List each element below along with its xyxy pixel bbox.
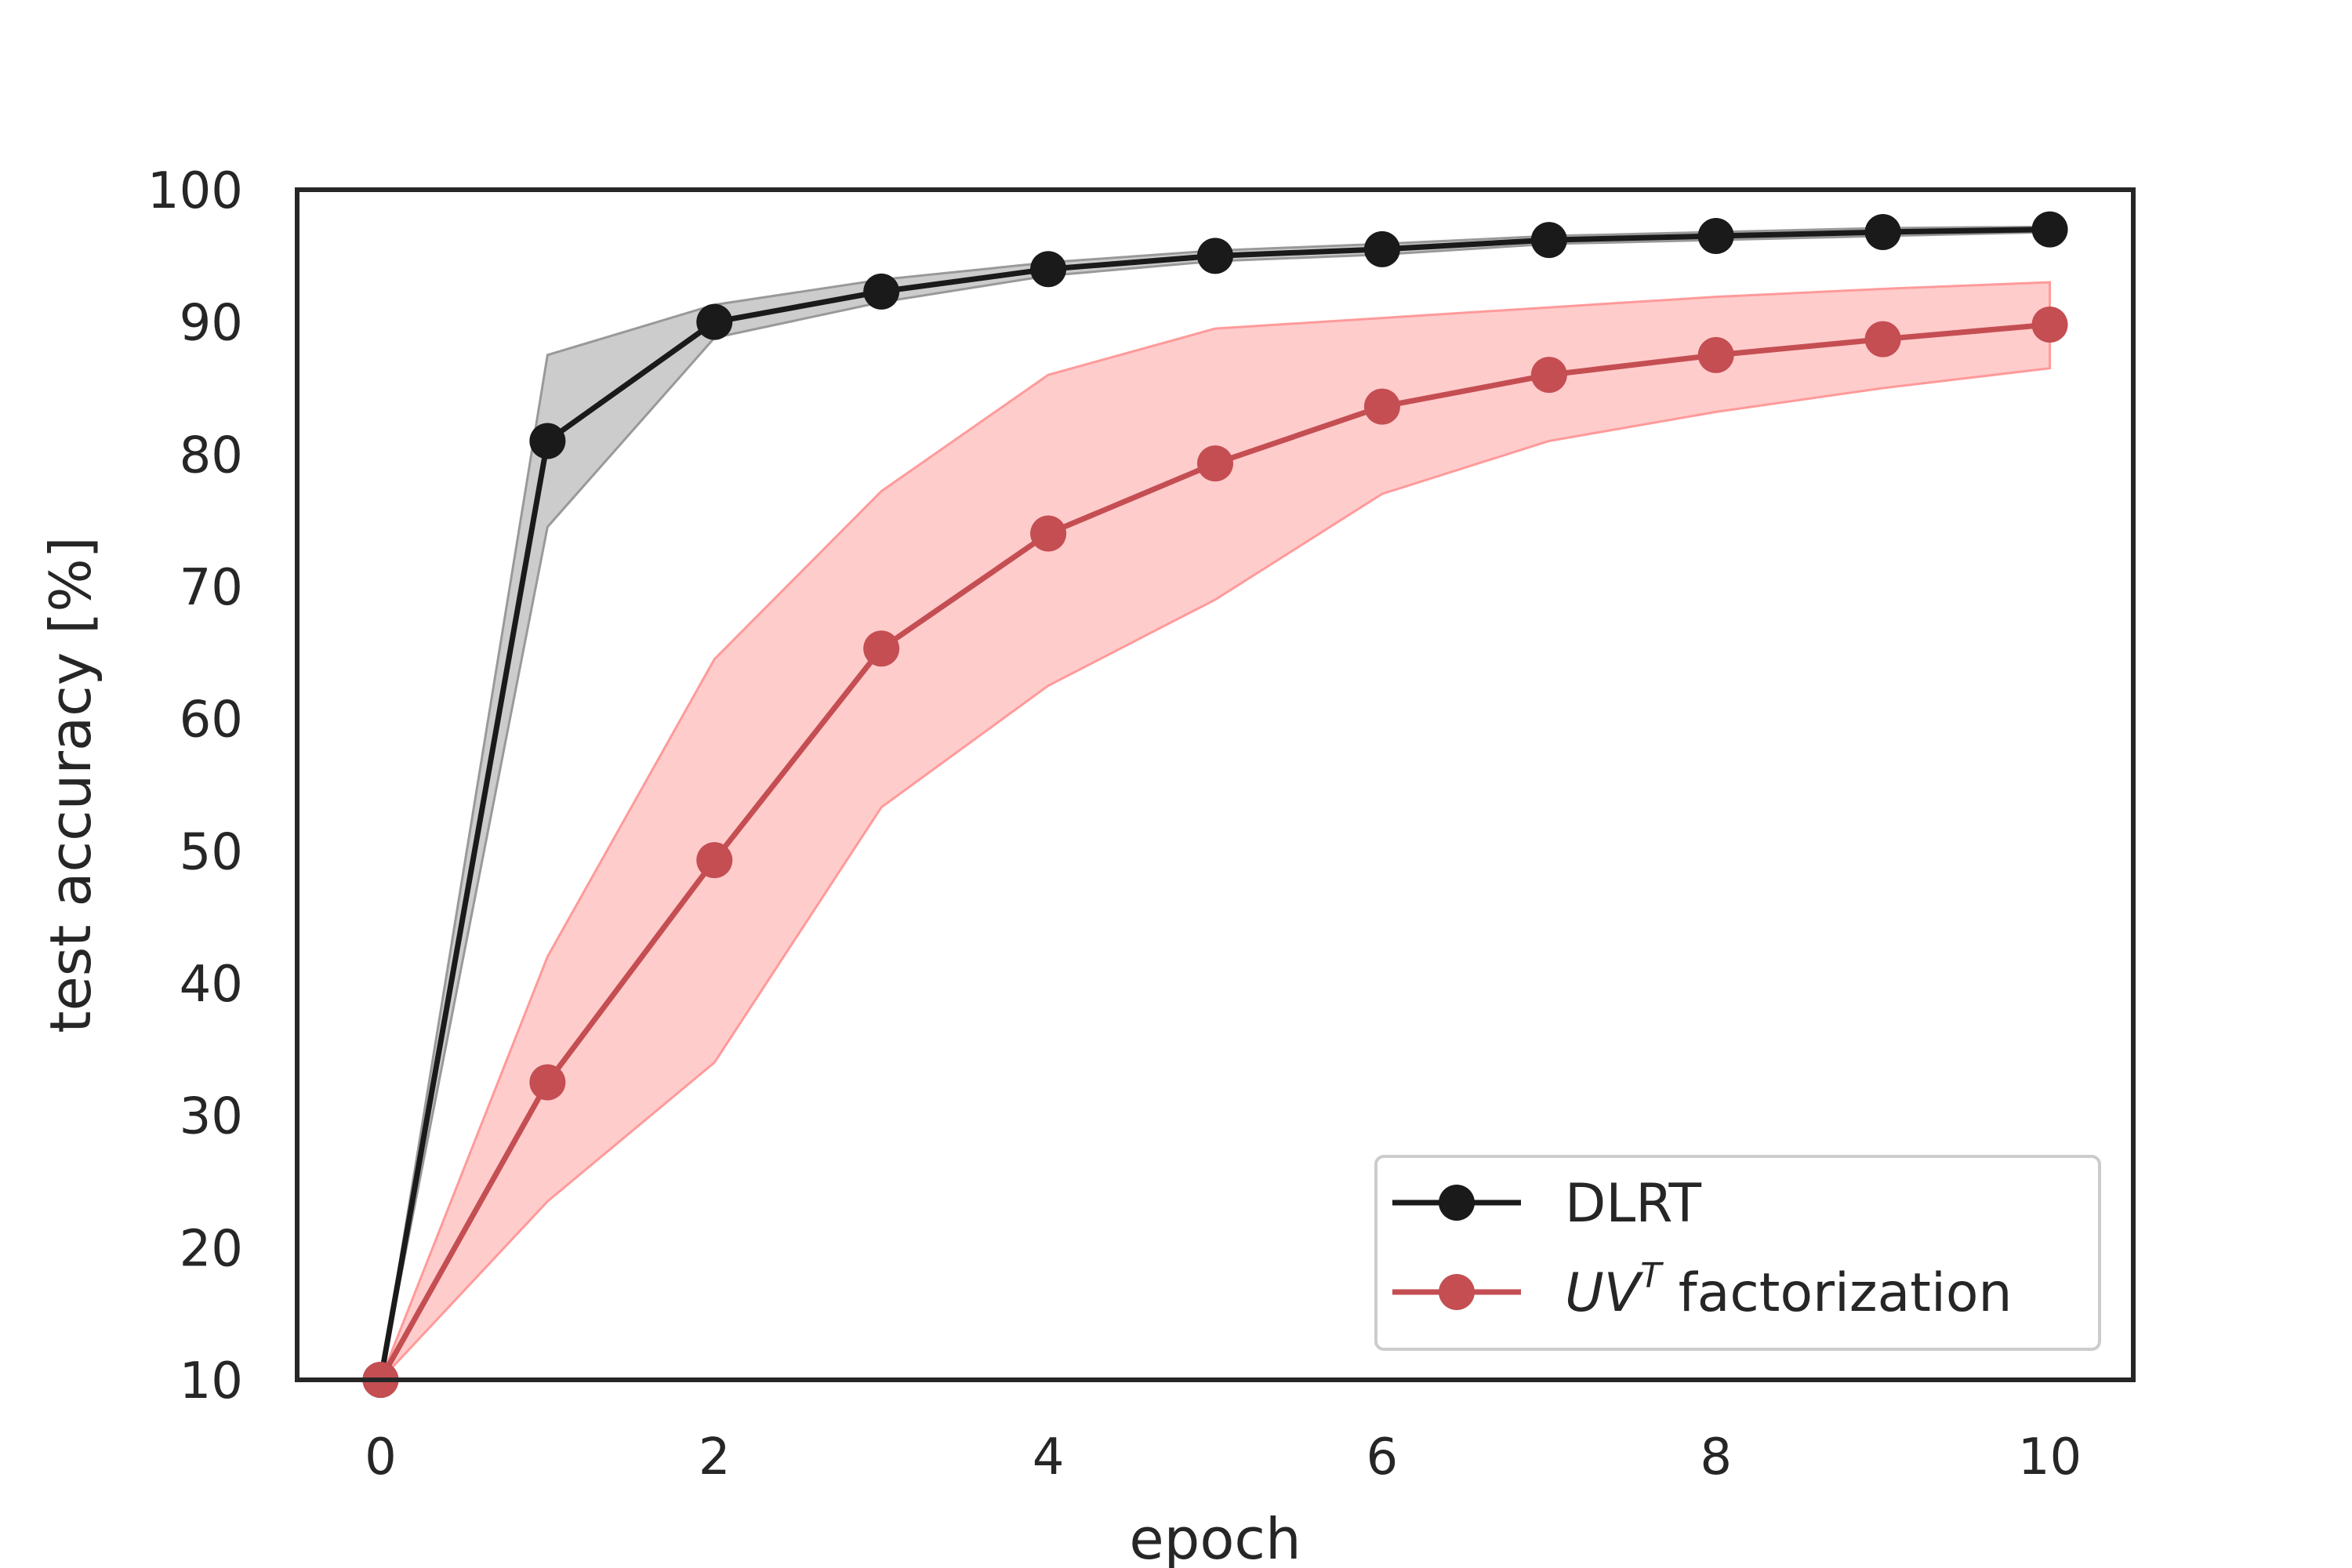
point-uvt-8: [1697, 336, 1734, 373]
y-tick-label-30: 30: [180, 1088, 243, 1146]
point-dlrt-10: [2031, 211, 2068, 248]
legend-label-uvt-suffix: factorization: [1661, 1262, 2012, 1324]
legend-box: [1374, 1155, 2101, 1351]
point-uvt-4: [1030, 515, 1067, 552]
y-tick-label-40: 40: [180, 956, 243, 1014]
x-tick-label-4: 4: [1033, 1428, 1065, 1486]
y-tick-label-10: 10: [180, 1352, 243, 1410]
legend: DLRT UVT factorization: [1374, 1155, 2101, 1351]
plot-frame: [295, 187, 2136, 1382]
series-markers: [362, 211, 2068, 1398]
y-tick-label-90: 90: [180, 295, 243, 353]
point-dlrt-9: [1864, 213, 1901, 250]
point-dlrt-7: [1530, 222, 1567, 259]
point-uvt-7: [1530, 357, 1567, 394]
y-tick-label-50: 50: [180, 823, 243, 881]
point-uvt-6: [1363, 388, 1400, 425]
point-uvt-2: [696, 842, 733, 879]
x-axis-ticks: 0 2 4 6 8 10: [365, 1428, 2082, 1486]
point-uvt-1: [529, 1064, 566, 1101]
legend-entry-dlrt: DLRT: [1392, 1173, 1702, 1235]
point-dlrt-8: [1697, 218, 1734, 255]
legend-entry-uvt: UVT factorization: [1392, 1256, 2013, 1324]
x-tick-label-8: 8: [1700, 1428, 1732, 1486]
x-tick-label-6: 6: [1367, 1428, 1399, 1486]
point-uvt-5: [1197, 445, 1233, 482]
point-dlrt-5: [1197, 238, 1233, 274]
legend-label-uvt: UVT factorization: [1565, 1256, 2013, 1324]
y-tick-label-80: 80: [180, 426, 243, 485]
y-axis-ticks: 10 20 30 40 50 60 70 80 90 100: [147, 162, 243, 1410]
point-uvt-3: [863, 630, 900, 667]
point-uvt-9: [1864, 321, 1901, 358]
y-tick-label-60: 60: [180, 691, 243, 750]
legend-marker-uvt: [1439, 1274, 1475, 1310]
y-axis-label: test accuracy [%]: [38, 536, 103, 1033]
point-dlrt-2: [696, 303, 733, 340]
x-tick-label-0: 0: [365, 1428, 397, 1486]
legend-label-dlrt: DLRT: [1565, 1173, 1702, 1235]
point-uvt-10: [2031, 307, 2068, 343]
y-tick-label-70: 70: [180, 559, 243, 617]
x-tick-label-10: 10: [2018, 1428, 2082, 1486]
x-tick-label-2: 2: [699, 1428, 731, 1486]
point-dlrt-4: [1030, 251, 1067, 288]
point-dlrt-3: [863, 273, 900, 310]
point-dlrt-1: [529, 423, 566, 459]
point-dlrt-6: [1363, 230, 1400, 267]
y-tick-label-20: 20: [180, 1220, 243, 1278]
legend-label-uvt-prefix: UV: [1565, 1262, 1644, 1324]
y-tick-label-100: 100: [147, 162, 243, 220]
x-axis-label: epoch: [1129, 1506, 1301, 1568]
legend-label-uvt-superscript: T: [1640, 1256, 1664, 1296]
legend-marker-dlrt: [1439, 1185, 1475, 1221]
